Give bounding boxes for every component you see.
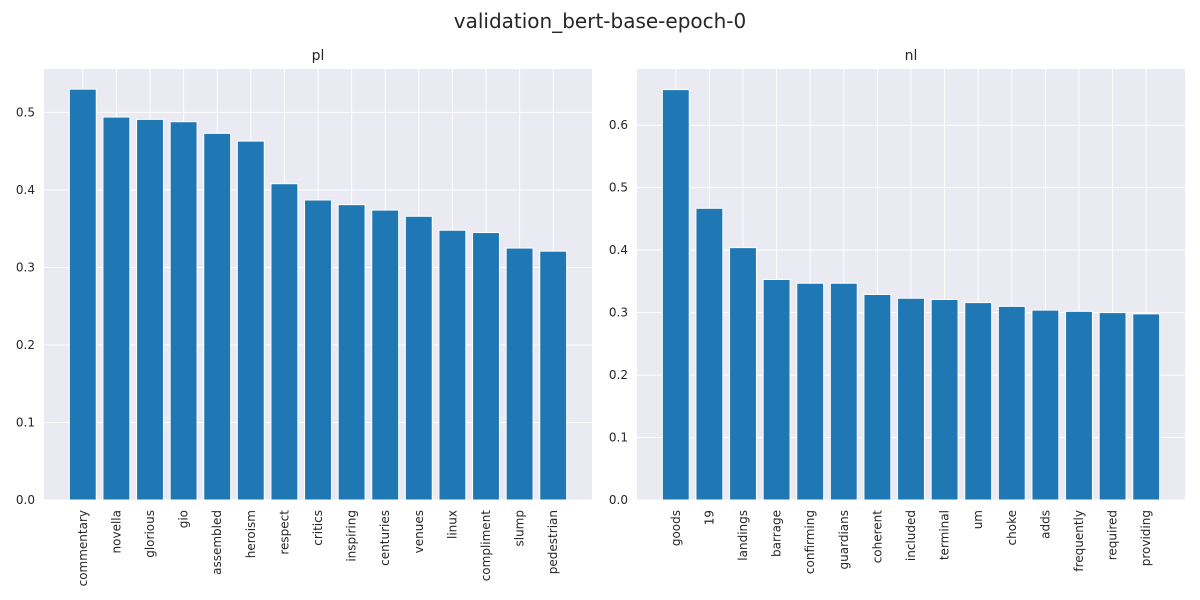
bar-compliment <box>472 232 500 501</box>
x-tick-label: commentary <box>76 510 90 586</box>
y-tick-label: 0.4 <box>609 243 628 257</box>
bar-inspiring <box>337 204 366 501</box>
bar-adds <box>1031 309 1060 501</box>
y-tick-label: 0.4 <box>16 183 35 197</box>
subplot-pl: pl 0.0 0.1 0.2 0.3 0.4 0.5 commentary novella gl… <box>16 48 592 586</box>
y-tick-label: 0.3 <box>609 306 628 320</box>
x-tick-label: landings <box>736 510 750 561</box>
bar-choke <box>997 305 1026 501</box>
y-tick-label: 0.2 <box>16 338 35 352</box>
x-tick-label: assembled <box>210 510 224 575</box>
x-tick-label: required <box>1106 510 1120 560</box>
bar-goods <box>661 89 690 501</box>
y-tick-label: 0.1 <box>16 415 35 429</box>
plot-area-nl: 0.0 0.1 0.2 0.3 0.4 0.5 0.6 goods 19 landings barr… <box>609 69 1185 574</box>
bar-centuries <box>371 209 400 501</box>
bar-gio <box>169 121 198 501</box>
x-tick-label: included <box>904 510 918 561</box>
bar-pedestrian <box>539 250 568 501</box>
bar-glorious <box>136 118 164 501</box>
x-tick-label: confirming <box>803 510 817 574</box>
x-tick-label: critics <box>311 510 325 546</box>
x-tick-label: compliment <box>479 510 493 582</box>
bar-19 <box>695 207 724 501</box>
y-tick-label: 0.0 <box>609 493 628 507</box>
subplot-nl: nl 0.0 0.1 0.2 0.3 0.4 0.5 0.6 goods 19 landings b… <box>609 48 1185 574</box>
x-tick-label: venues <box>412 510 426 553</box>
x-tick-label: novella <box>109 510 123 553</box>
x-tick-label: pedestrian <box>546 510 560 574</box>
y-tick-label: 0.2 <box>609 368 628 382</box>
bar-terminal <box>930 298 959 501</box>
y-tick-label: 0.3 <box>16 260 35 274</box>
y-tick-label: 0.5 <box>16 105 35 119</box>
y-tick-label: 0.0 <box>16 493 35 507</box>
bar-commentary <box>68 88 97 501</box>
bar-venues <box>404 215 433 501</box>
x-tick-label: 19 <box>702 510 716 525</box>
bar-novella <box>102 116 131 501</box>
y-tick-label: 0.6 <box>609 118 628 132</box>
bar-landings <box>729 247 757 501</box>
bar-linux <box>438 229 467 501</box>
bar-assembled <box>203 132 232 501</box>
subplot-title-nl: nl <box>905 48 918 64</box>
x-tick-label: choke <box>1005 510 1019 545</box>
bar-critics <box>304 199 332 501</box>
x-tick-label: goods <box>669 510 683 546</box>
bar-included <box>897 297 925 501</box>
plot-area-pl: 0.0 0.1 0.2 0.3 0.4 0.5 commentary novella glori… <box>16 69 592 586</box>
x-tick-label: frequently <box>1072 510 1086 572</box>
x-tick-label: respect <box>277 510 291 555</box>
x-tick-label: coherent <box>870 510 884 564</box>
x-tick-label: adds <box>1038 510 1052 539</box>
bar-coherent <box>863 293 892 501</box>
y-tick-label: 0.5 <box>609 181 628 195</box>
x-tick-label: centuries <box>378 510 392 566</box>
x-tick-label: um <box>971 510 985 529</box>
bar-confirming <box>796 282 825 501</box>
x-tick-label: gio <box>177 510 191 528</box>
bar-heroism <box>236 140 265 501</box>
y-tick-label: 0.1 <box>609 431 628 445</box>
x-tick-label: terminal <box>938 510 952 560</box>
x-tick-label: heroism <box>244 510 258 558</box>
bar-respect <box>270 183 299 501</box>
x-tick-label: providing <box>1139 510 1153 566</box>
bar-providing <box>1132 313 1161 501</box>
subplot-title-pl: pl <box>312 48 325 64</box>
x-tick-label: slump <box>513 510 527 547</box>
bar-guardians <box>829 282 858 501</box>
x-tick-label: linux <box>445 510 459 539</box>
bar-um <box>964 302 993 501</box>
x-tick-label: inspiring <box>345 510 359 562</box>
bar-required <box>1098 312 1127 501</box>
x-tick-label: barrage <box>770 510 784 557</box>
bar-barrage <box>762 279 791 501</box>
figure-title: validation_bert-base-epoch-0 <box>454 9 747 33</box>
bar-slump <box>505 247 534 501</box>
x-tick-label: guardians <box>837 510 851 569</box>
bar-frequently <box>1065 310 1093 501</box>
x-tick-label: glorious <box>143 510 157 558</box>
